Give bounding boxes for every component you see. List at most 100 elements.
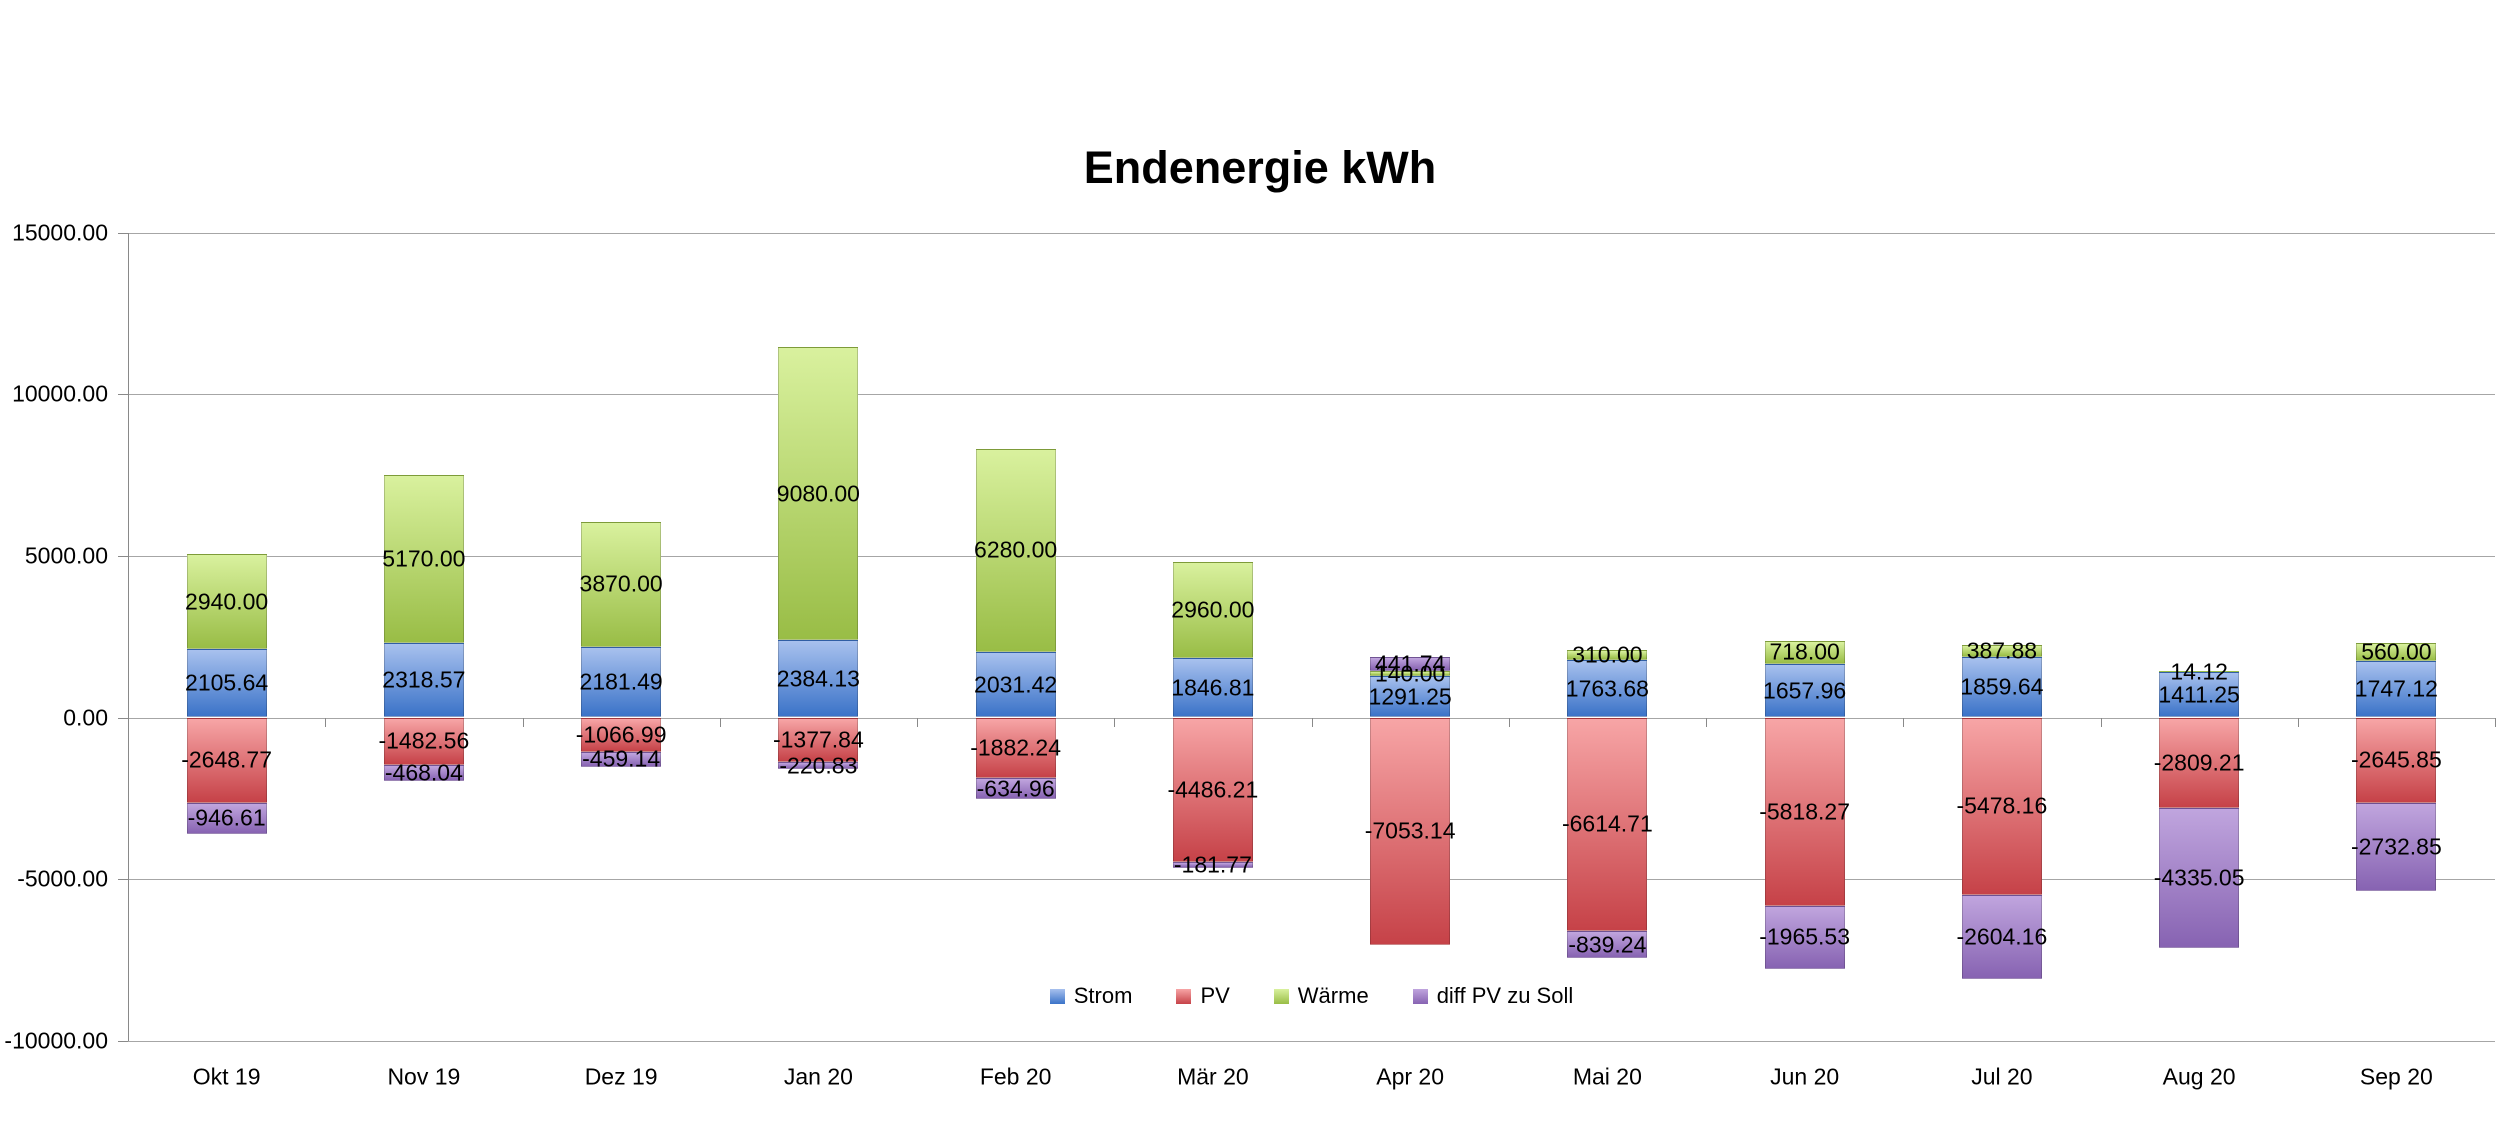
legend-label: Strom — [1073, 983, 1133, 1008]
bar-segment-pv — [383, 717, 464, 766]
x-axis-label: Jul 20 — [1971, 1063, 2033, 1090]
y-axis-tick — [118, 879, 128, 881]
x-axis-tick — [1508, 717, 1510, 727]
data-label-pv: -4486.21 — [1167, 776, 1259, 803]
y-axis-label: -5000.00 — [17, 865, 108, 892]
data-label-pv: -1882.24 — [970, 734, 1062, 761]
data-label-diff-pv-zu-soll: 441.74 — [1374, 650, 1446, 677]
data-label-diff-pv-zu-soll: -634.96 — [976, 775, 1055, 802]
legend-label: PV — [1200, 983, 1230, 1008]
bar-segment-w-rme — [778, 346, 859, 641]
legend-item-diff-pv-zu-soll: diff PV zu Soll — [1412, 983, 1574, 1009]
x-axis-label: Jun 20 — [1770, 1063, 1840, 1090]
data-label-w-rme: 6280.00 — [974, 536, 1058, 563]
bar-segment-w-rme — [581, 521, 662, 647]
gridline — [128, 232, 2495, 234]
data-label-pv: -7053.14 — [1364, 817, 1456, 844]
data-label-pv: -2648.77 — [181, 746, 273, 773]
bar-segment-strom — [975, 651, 1056, 718]
bar-segment-strom — [383, 642, 464, 718]
data-label-w-rme: 3870.00 — [579, 570, 663, 597]
bar-segment-pv — [778, 717, 859, 763]
data-label-pv: -5478.16 — [1956, 792, 2048, 819]
bar-segment-strom — [778, 640, 859, 718]
x-axis-label: Jan 20 — [783, 1063, 853, 1090]
bar-segment-diff-pv-zu-soll — [1172, 862, 1253, 869]
data-label-diff-pv-zu-soll: -2732.85 — [2350, 833, 2442, 860]
data-label-diff-pv-zu-soll: -4335.05 — [2153, 864, 2245, 891]
bar-segment-diff-pv-zu-soll — [975, 778, 1056, 799]
data-label-strom: 1411.25 — [2158, 681, 2240, 708]
bar-segment-strom — [1961, 657, 2042, 718]
bar-segment-strom — [1370, 675, 1451, 718]
bar-segment-w-rme — [975, 448, 1056, 652]
bar-segment-w-rme — [383, 475, 464, 643]
x-axis-tick — [522, 717, 524, 727]
data-label-w-rme: 14.12 — [2170, 658, 2228, 685]
y-axis-line — [128, 232, 129, 1041]
bar-segment-diff-pv-zu-soll — [1370, 656, 1451, 672]
data-label-strom: 1859.64 — [1960, 673, 2044, 700]
bar-segment-w-rme — [1764, 640, 1845, 664]
data-label-pv: -1377.84 — [772, 726, 864, 753]
x-axis-tick — [719, 717, 721, 727]
x-axis-label: Apr 20 — [1376, 1063, 1445, 1090]
y-axis-label: 15000.00 — [12, 219, 108, 246]
data-label-diff-pv-zu-soll: -468.04 — [384, 759, 463, 786]
data-label-w-rme: 387.88 — [1966, 637, 2038, 664]
data-label-strom: 2105.64 — [185, 669, 269, 696]
bar-segment-diff-pv-zu-soll — [1764, 905, 1845, 970]
data-label-w-rme: 9080.00 — [776, 480, 860, 507]
bar-segment-pv — [581, 717, 662, 752]
x-axis-label: Mai 20 — [1572, 1063, 1642, 1090]
legend-label: diff PV zu Soll — [1436, 983, 1574, 1008]
bar-segment-pv — [186, 717, 267, 804]
bar-segment-w-rme — [1172, 562, 1253, 658]
data-label-pv: -2809.21 — [2153, 749, 2245, 776]
data-label-w-rme: 2940.00 — [185, 588, 269, 615]
y-axis-label: 5000.00 — [24, 542, 108, 569]
bar-segment-strom — [1567, 660, 1648, 718]
bar-segment-diff-pv-zu-soll — [581, 751, 662, 767]
bar-segment-w-rme — [2159, 671, 2240, 673]
y-axis-tick — [118, 717, 128, 719]
bar-segment-pv — [1764, 717, 1845, 906]
data-label-strom: 2318.57 — [382, 666, 466, 693]
bar-segment-strom — [1172, 657, 1253, 718]
data-label-pv: -6614.71 — [1561, 810, 1653, 837]
legend-label: Wärme — [1297, 983, 1369, 1008]
x-axis-tick — [2297, 717, 2299, 727]
data-label-diff-pv-zu-soll: -459.14 — [582, 745, 661, 772]
data-label-w-rme: 560.00 — [2361, 638, 2432, 665]
x-axis-label: Feb 20 — [979, 1063, 1052, 1090]
x-axis-label: Okt 19 — [192, 1063, 261, 1090]
bar-segment-strom — [1764, 663, 1845, 718]
data-label-strom: 2384.13 — [776, 665, 860, 692]
x-axis-label: Aug 20 — [2162, 1063, 2236, 1090]
data-label-strom: 1763.68 — [1565, 675, 1649, 702]
y-axis-tick — [118, 1040, 128, 1042]
data-label-pv: -5818.27 — [1759, 798, 1851, 825]
y-axis-tick — [118, 232, 128, 234]
legend-item-pv: PV — [1176, 983, 1230, 1009]
data-label-w-rme: 140.00 — [1374, 660, 1446, 686]
bar-segment-diff-pv-zu-soll — [2159, 808, 2240, 949]
data-label-diff-pv-zu-soll: -220.83 — [779, 752, 858, 779]
x-axis-label: Nov 19 — [387, 1063, 461, 1090]
x-axis-tick — [2495, 717, 2496, 727]
chart-title: Endenergie kWh — [1083, 142, 1437, 193]
gridline — [128, 879, 2495, 881]
bar-segment-w-rme — [1567, 650, 1648, 661]
legend-swatch-pv-icon — [1176, 988, 1192, 1004]
bar-segment-strom — [581, 646, 662, 718]
legend-swatch-diff-pv-zu-soll-icon — [1412, 988, 1428, 1004]
bar-segment-pv — [1370, 717, 1451, 946]
bar-segment-pv — [2159, 717, 2240, 809]
data-label-diff-pv-zu-soll: -1965.53 — [1759, 923, 1851, 950]
data-label-diff-pv-zu-soll: -2604.16 — [1956, 923, 2048, 950]
gridline — [128, 394, 2495, 396]
data-label-w-rme: 2960.00 — [1171, 596, 1255, 623]
y-axis-label: 10000.00 — [12, 380, 108, 407]
data-label-strom: 1747.12 — [2354, 675, 2438, 702]
